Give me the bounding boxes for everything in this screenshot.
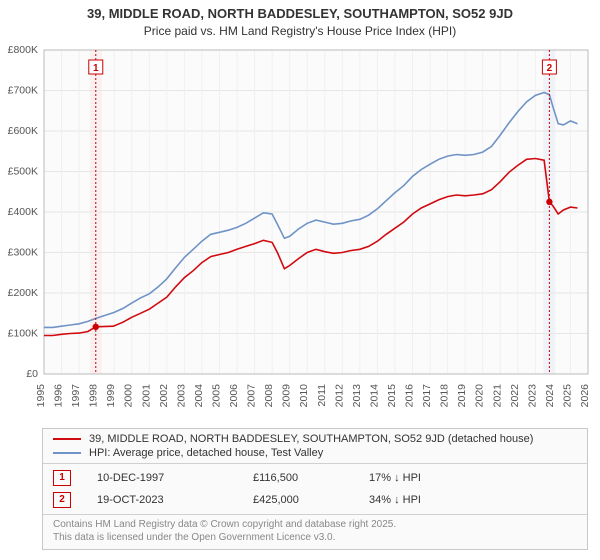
svg-text:2003: 2003: [175, 384, 187, 408]
sale-marker-row: 1 10-DEC-1997 £116,500 17% ↓ HPI: [53, 470, 577, 486]
legend-swatch-price-paid: [53, 438, 81, 441]
svg-text:£500K: £500K: [8, 166, 38, 178]
svg-text:2009: 2009: [281, 384, 293, 408]
marker-badge-icon: 1: [53, 470, 71, 486]
svg-text:£800K: £800K: [8, 44, 38, 56]
svg-text:2015: 2015: [386, 384, 398, 408]
svg-text:2023: 2023: [526, 384, 538, 408]
svg-text:2013: 2013: [351, 384, 363, 408]
sale-markers-list: 1 10-DEC-1997 £116,500 17% ↓ HPI 2 19-OC…: [43, 464, 587, 514]
legend-row-hpi: HPI: Average price, detached house, Test…: [53, 447, 577, 459]
legend-swatch-hpi: [53, 452, 81, 454]
svg-text:£300K: £300K: [8, 247, 38, 259]
svg-text:£400K: £400K: [8, 206, 38, 218]
svg-text:2004: 2004: [193, 384, 205, 408]
chart-svg: £0 £100K £200K £300K £400K £500K £600K £700K £80…: [0, 42, 600, 422]
svg-text:1996: 1996: [53, 384, 65, 408]
svg-text:1: 1: [93, 63, 99, 74]
svg-text:1999: 1999: [105, 384, 117, 408]
svg-text:£100K: £100K: [8, 328, 38, 340]
marker-badge-icon: 2: [53, 492, 71, 508]
marker-price: £425,000: [253, 494, 343, 506]
svg-text:2: 2: [547, 63, 553, 74]
svg-text:2007: 2007: [246, 384, 258, 408]
sale-marker-row: 2 19-OCT-2023 £425,000 34% ↓ HPI: [53, 492, 577, 508]
svg-text:2006: 2006: [228, 384, 240, 408]
legend-row-price-paid: 39, MIDDLE ROAD, NORTH BADDESLEY, SOUTHA…: [53, 433, 577, 445]
svg-text:1997: 1997: [70, 384, 82, 408]
chart-plot: £0 £100K £200K £300K £400K £500K £600K £700K £80…: [0, 42, 600, 422]
svg-text:2000: 2000: [123, 384, 135, 408]
svg-text:2026: 2026: [579, 384, 591, 408]
legend-label-hpi: HPI: Average price, detached house, Test…: [89, 447, 323, 459]
svg-text:2011: 2011: [316, 384, 328, 407]
svg-text:2025: 2025: [561, 384, 573, 408]
footer-line: This data is licensed under the Open Gov…: [53, 532, 577, 545]
svg-text:£0: £0: [26, 368, 38, 380]
svg-text:1998: 1998: [88, 384, 100, 408]
svg-text:2012: 2012: [333, 384, 345, 408]
svg-text:2022: 2022: [509, 384, 521, 408]
marker-pct: 34% ↓ HPI: [369, 494, 459, 506]
svg-text:2024: 2024: [544, 384, 556, 408]
chart-subtitle: Price paid vs. HM Land Registry's House …: [0, 22, 600, 38]
legend-info-box: 39, MIDDLE ROAD, NORTH BADDESLEY, SOUTHA…: [42, 428, 588, 550]
svg-text:2020: 2020: [474, 384, 486, 408]
svg-text:2008: 2008: [263, 384, 275, 408]
marker-pct: 17% ↓ HPI: [369, 472, 459, 484]
svg-text:2016: 2016: [404, 384, 416, 408]
svg-text:2010: 2010: [298, 384, 310, 408]
marker-date: 10-DEC-1997: [97, 472, 227, 484]
svg-text:2002: 2002: [158, 384, 170, 408]
svg-text:1995: 1995: [35, 384, 47, 408]
svg-text:2001: 2001: [140, 384, 152, 408]
svg-text:2021: 2021: [491, 384, 503, 408]
attribution-footer: Contains HM Land Registry data © Crown c…: [43, 514, 587, 549]
svg-text:2018: 2018: [439, 384, 451, 408]
svg-text:£200K: £200K: [8, 287, 38, 299]
marker-price: £116,500: [253, 472, 343, 484]
svg-text:2017: 2017: [421, 384, 433, 408]
marker-date: 19-OCT-2023: [97, 494, 227, 506]
svg-text:2019: 2019: [456, 384, 468, 408]
footer-line: Contains HM Land Registry data © Crown c…: [53, 519, 577, 532]
svg-text:£700K: £700K: [8, 85, 38, 97]
svg-text:£600K: £600K: [8, 125, 38, 137]
svg-text:2014: 2014: [368, 384, 380, 408]
legend-label-price-paid: 39, MIDDLE ROAD, NORTH BADDESLEY, SOUTHA…: [89, 433, 533, 445]
svg-text:2005: 2005: [210, 384, 222, 408]
chart-title: 39, MIDDLE ROAD, NORTH BADDESLEY, SOUTHA…: [0, 0, 600, 22]
legend: 39, MIDDLE ROAD, NORTH BADDESLEY, SOUTHA…: [43, 429, 587, 464]
